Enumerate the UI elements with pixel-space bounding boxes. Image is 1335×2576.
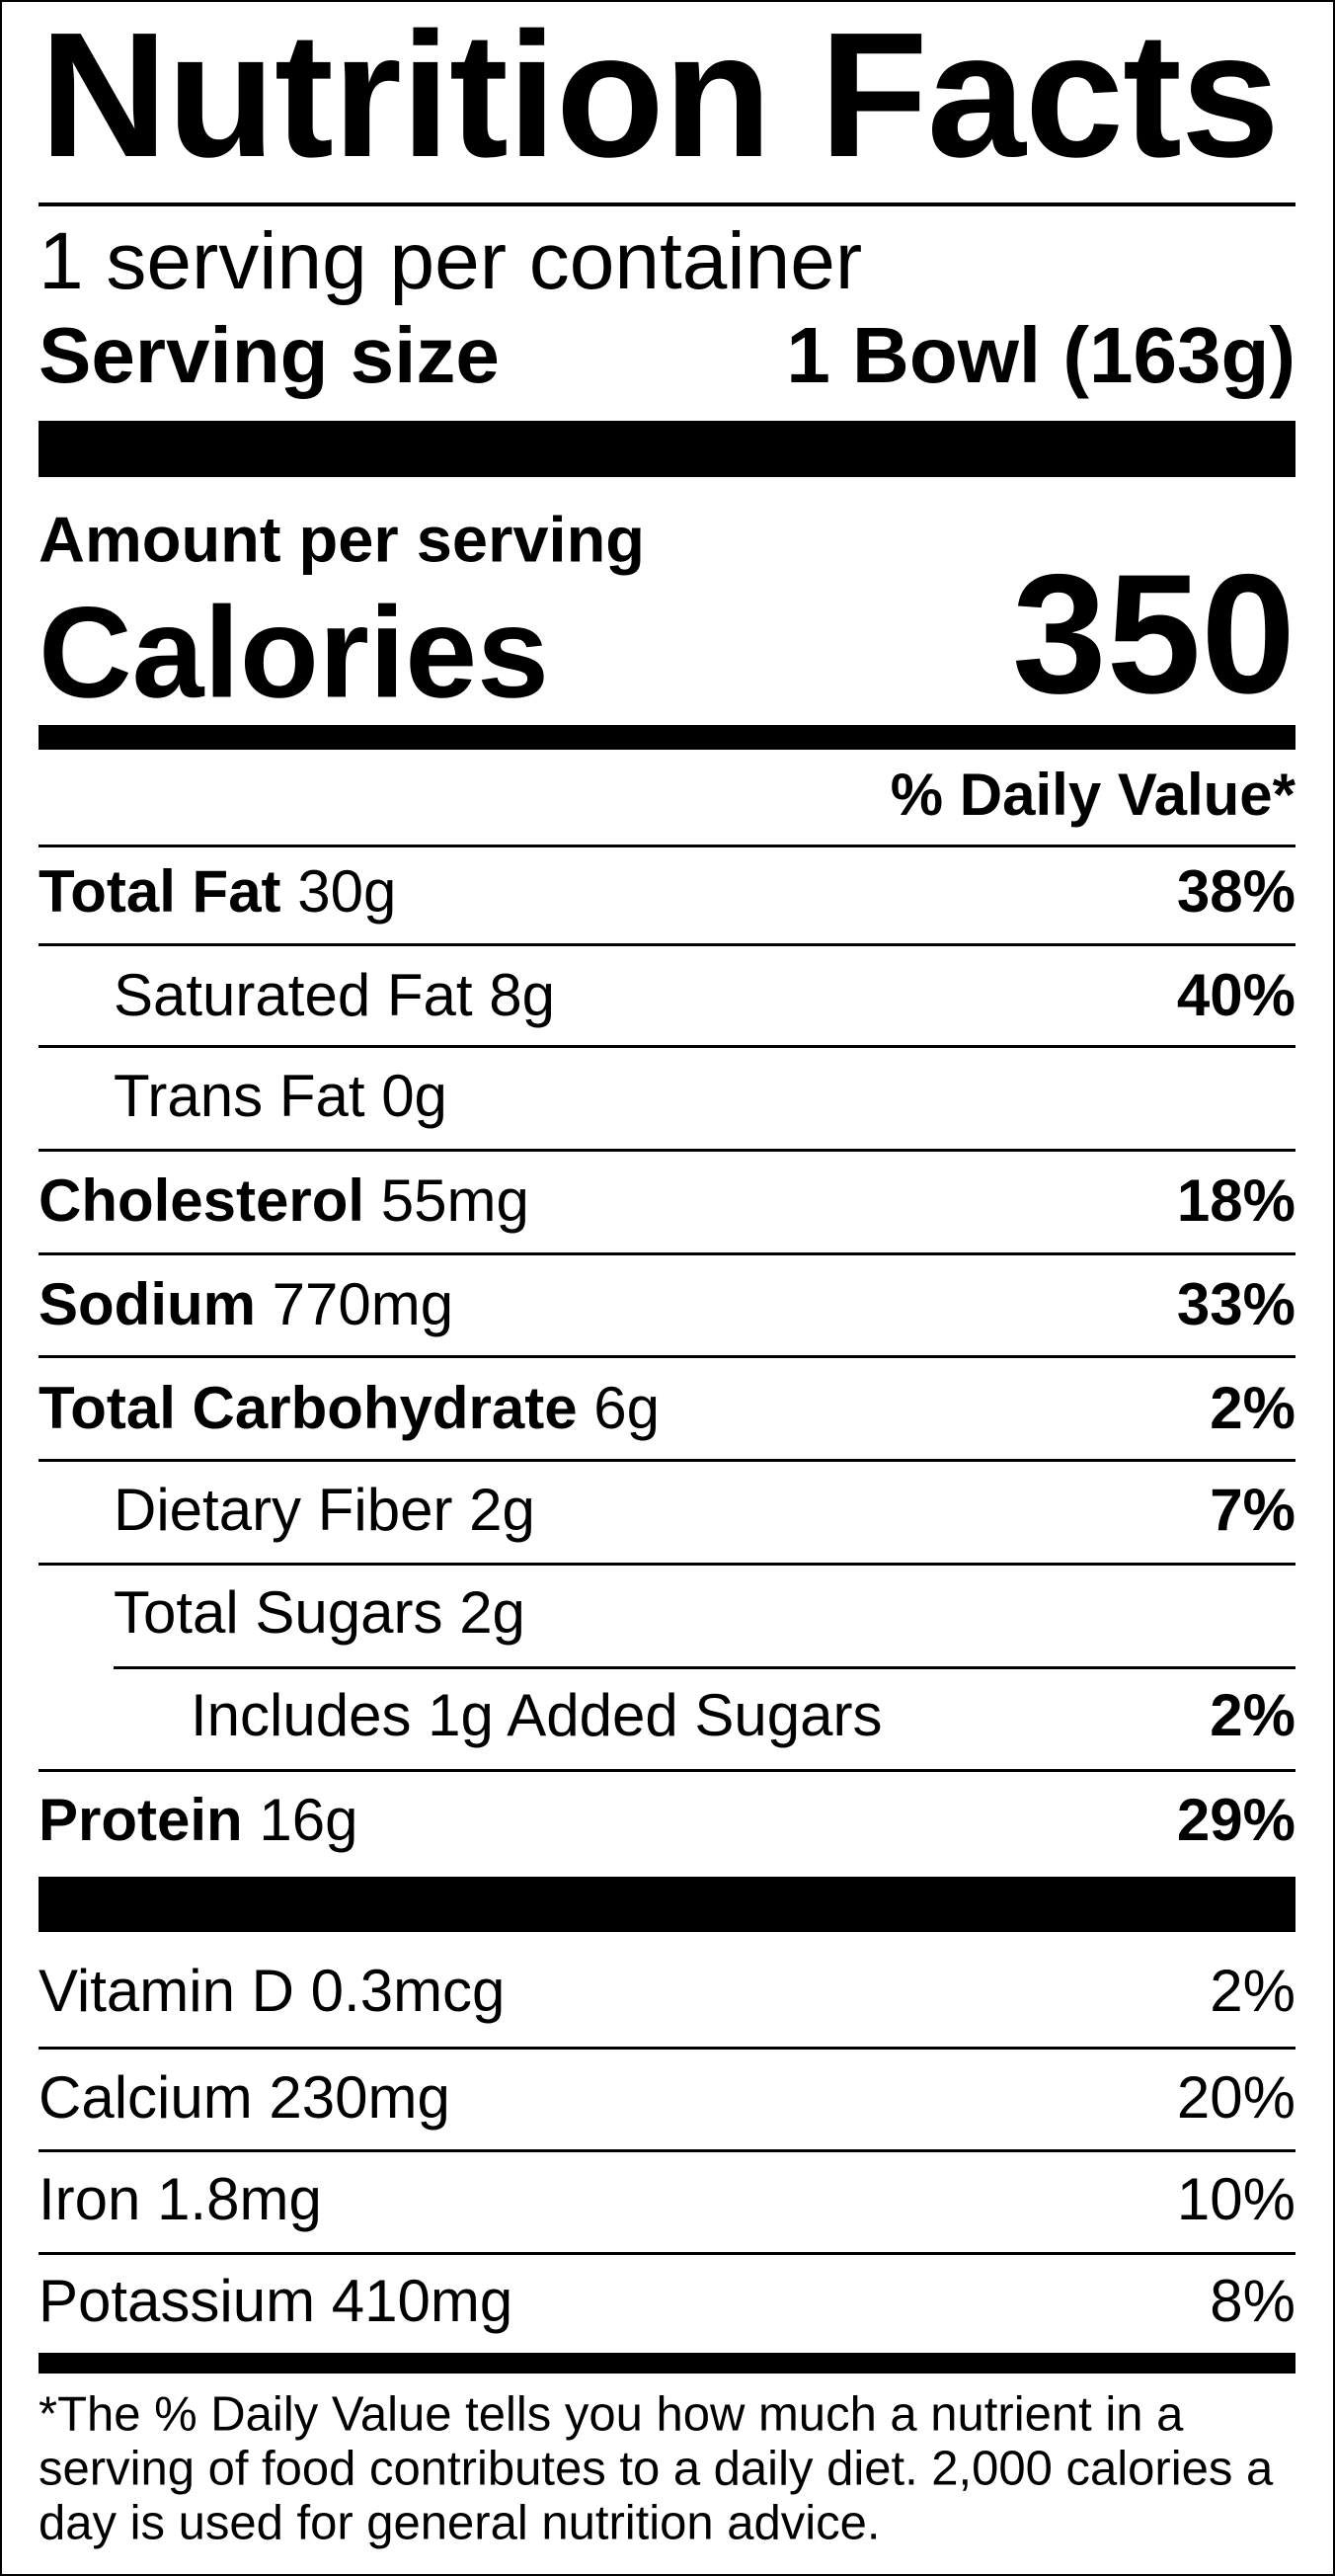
nutrient-row: Saturated Fat 8g	[114, 966, 555, 1025]
divider-thin	[39, 1563, 1296, 1566]
serving-size-label: Serving size	[39, 311, 500, 399]
nutrient-row: Protein 16g	[39, 1791, 357, 1850]
divider-thin	[39, 1355, 1296, 1358]
nutrient-daily-value: 38%	[1176, 858, 1296, 925]
calories-value: 350	[1012, 539, 1296, 729]
vitamin-name: Iron	[39, 2166, 141, 2232]
nutrient-row: Includes 1g Added Sugars	[191, 1686, 883, 1745]
nutrient-daily-value: 2%	[1210, 1375, 1296, 1441]
nutrient-amount: 55mg	[380, 1167, 529, 1234]
divider-thick	[39, 421, 1296, 477]
vitamin-name: Vitamin D	[39, 1958, 294, 2024]
nutrient-daily-value: 2%	[1210, 1682, 1296, 1748]
vitamin-daily-value: 8%	[1210, 2268, 1296, 2334]
label-title: Nutrition Facts	[39, 0, 1280, 195]
nutrient-name: Includes 1g Added Sugars	[191, 1682, 883, 1748]
divider-thin	[114, 1666, 1296, 1669]
vitamin-daily-value: 20%	[1176, 2064, 1296, 2131]
divider-thin	[39, 1149, 1296, 1152]
vitamin-row: Calcium 230mg	[39, 2068, 450, 2128]
nutrient-amount: 0g	[381, 1063, 447, 1129]
divider-medium	[39, 2353, 1296, 2374]
nutrient-row: Sodium 770mg	[39, 1275, 453, 1334]
divider-thin	[39, 2149, 1296, 2152]
vitamin-amount: 1.8mg	[157, 2166, 322, 2232]
divider-thin	[39, 1769, 1296, 1772]
nutrient-amount: 770mg	[272, 1271, 454, 1337]
nutrient-row: Total Fat 30g	[39, 862, 396, 922]
divider-thin	[39, 943, 1296, 946]
nutrient-row: Total Carbohydrate 6g	[39, 1379, 660, 1438]
nutrient-amount: 2g	[469, 1477, 535, 1543]
vitamin-name: Calcium	[39, 2064, 253, 2131]
divider-medium	[39, 725, 1296, 750]
nutrient-daily-value: 29%	[1176, 1787, 1296, 1853]
nutrient-name: Total Carbohydrate	[39, 1375, 578, 1441]
nutrient-name: Trans Fat	[114, 1063, 365, 1129]
calories-label: Calories	[39, 579, 549, 725]
nutrient-amount: 30g	[297, 858, 397, 925]
nutrient-row: Total Sugars 2g	[114, 1583, 525, 1643]
nutrient-name: Dietary Fiber	[114, 1477, 453, 1543]
nutrient-row: Dietary Fiber 2g	[114, 1481, 535, 1540]
daily-value-header: % Daily Value*	[890, 762, 1296, 828]
divider-thin	[39, 1045, 1296, 1048]
nutrient-row: Cholesterol 55mg	[39, 1171, 529, 1231]
footnote-line: *The % Daily Value tells you how much a …	[39, 2387, 1184, 2442]
vitamin-daily-value: 2%	[1210, 1958, 1296, 2024]
vitamin-name: Potassium	[39, 2268, 316, 2334]
nutrient-name: Saturated Fat	[114, 962, 473, 1028]
nutrient-name: Total Fat	[39, 858, 281, 925]
vitamin-row: Iron 1.8mg	[39, 2170, 322, 2229]
divider-thin	[39, 2252, 1296, 2255]
nutrient-amount: 2g	[459, 1579, 525, 1646]
footnote-line: serving of food contributes to a daily d…	[39, 2442, 1274, 2496]
nutrient-daily-value: 7%	[1210, 1477, 1296, 1543]
nutrient-daily-value: 33%	[1176, 1271, 1296, 1337]
divider-thin	[39, 202, 1296, 206]
nutrient-amount: 8g	[489, 962, 555, 1028]
vitamin-amount: 230mg	[269, 2064, 450, 2131]
nutrient-row: Trans Fat 0g	[114, 1067, 447, 1126]
nutrient-name: Total Sugars	[114, 1579, 443, 1646]
nutrient-name: Sodium	[39, 1271, 256, 1337]
divider-thin	[39, 845, 1296, 847]
vitamin-daily-value: 10%	[1176, 2166, 1296, 2232]
vitamin-row: Vitamin D 0.3mcg	[39, 1962, 505, 2021]
vitamin-amount: 410mg	[331, 2268, 513, 2334]
nutrient-name: Cholesterol	[39, 1167, 365, 1234]
servings-per-container: 1 serving per container	[39, 216, 863, 306]
vitamin-row: Potassium 410mg	[39, 2272, 512, 2331]
nutrient-daily-value: 40%	[1176, 962, 1296, 1028]
divider-thin	[39, 2047, 1296, 2050]
divider-thin	[39, 1459, 1296, 1462]
footnote-line: day is used for general nutrition advice…	[39, 2496, 881, 2550]
amount-per-serving: Amount per serving	[39, 503, 645, 576]
divider-thin	[39, 1252, 1296, 1255]
nutrient-amount: 16g	[259, 1787, 358, 1853]
nutrient-name: Protein	[39, 1787, 243, 1853]
nutrient-amount: 6g	[593, 1375, 661, 1441]
vitamin-amount: 0.3mcg	[310, 1958, 506, 2024]
nutrient-daily-value: 18%	[1176, 1167, 1296, 1234]
divider-thick	[39, 1877, 1296, 1932]
serving-size-value: 1 Bowl (163g)	[786, 311, 1296, 399]
